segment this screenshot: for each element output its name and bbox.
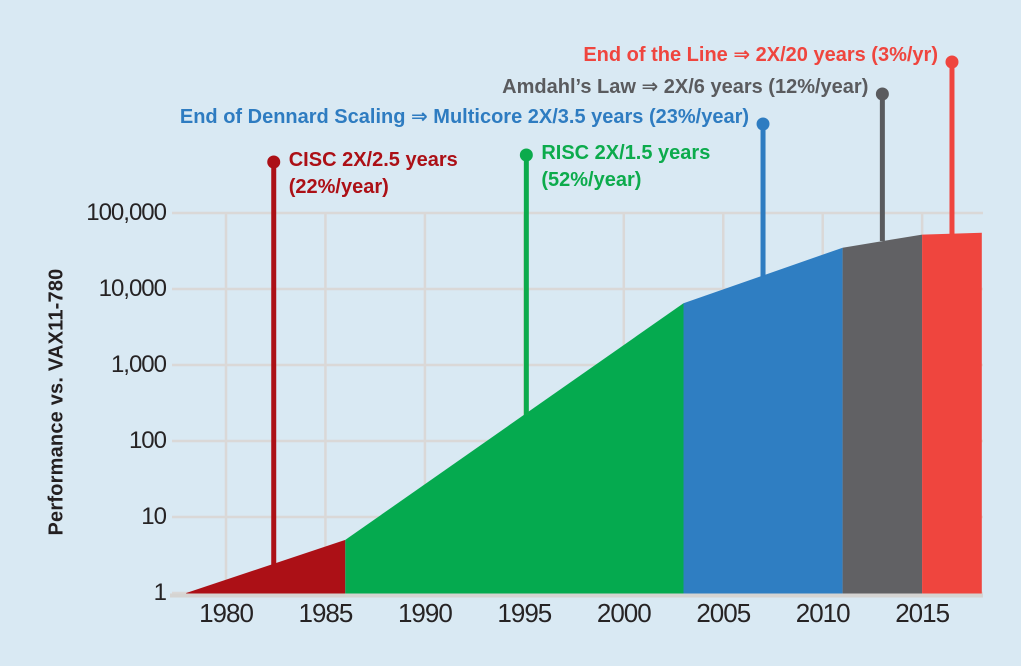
y-tick-label: 10 [141,503,167,530]
annotation-amdahl: Amdahl’s Law ⇒ 2X/6 years (12%/year) [502,75,868,99]
annotation-risc-line2: (52%/year) [541,169,642,191]
y-tick-label: 100 [128,427,167,454]
y-tick-label: 10,000 [98,275,167,302]
annotation-end-of-line-line1: End of the Line ⇒ 2X/20 years (3%/yr) [583,44,938,66]
x-tick-label: 1980 [199,598,254,628]
annotation-dennard: End of Dennard Scaling ⇒ Multicore 2X/3.… [180,105,749,129]
x-tick-label: 2010 [795,598,851,628]
marker-dot-endofline [945,55,959,69]
annotation-risc-line1: RISC 2X/1.5 years [541,142,711,164]
x-tick-label: 2005 [696,598,751,628]
x-tick-label: 1990 [397,598,453,628]
y-axis-title: Performance vs. VAX11-780 [45,268,68,536]
area-segment-amdahl-era [842,234,923,594]
y-tick-label: 100,000 [86,199,167,226]
x-tick-label: 2000 [596,598,652,628]
marker-dot-cisc [267,155,281,169]
x-tick-label: 2015 [895,598,950,628]
annotation-amdahl-line1: Amdahl’s Law ⇒ 2X/6 years (12%/year) [502,76,869,98]
area-segment-cisc-era [186,539,346,594]
annotation-end-of-line: End of the Line ⇒ 2X/20 years (3%/yr) [583,43,938,67]
marker-dot-risc [519,148,533,162]
annotation-risc: RISC 2X/1.5 years (52%/year) [541,140,710,194]
annotation-dennard-line1: End of Dennard Scaling ⇒ Multicore 2X/3.… [179,106,750,128]
annotation-cisc: CISC 2X/2.5 years (22%/year) [289,147,458,201]
y-tick-label: 1 [153,579,167,606]
annotation-cisc-line2: (22%/year) [288,176,389,198]
x-tick-label: 1995 [497,598,552,628]
area-segment-multicore-era [683,247,843,594]
marker-dot-dennard [756,117,770,131]
x-axis-line [170,593,983,598]
area-segment-risc-era [345,303,684,594]
x-tick-label: 1985 [298,598,354,628]
marker-dot-amdahl [875,87,889,101]
y-tick-label: 1,000 [110,351,167,378]
area-segment-end-of-line [922,232,982,594]
annotation-cisc-line1: CISC 2X/2.5 years [288,149,458,171]
